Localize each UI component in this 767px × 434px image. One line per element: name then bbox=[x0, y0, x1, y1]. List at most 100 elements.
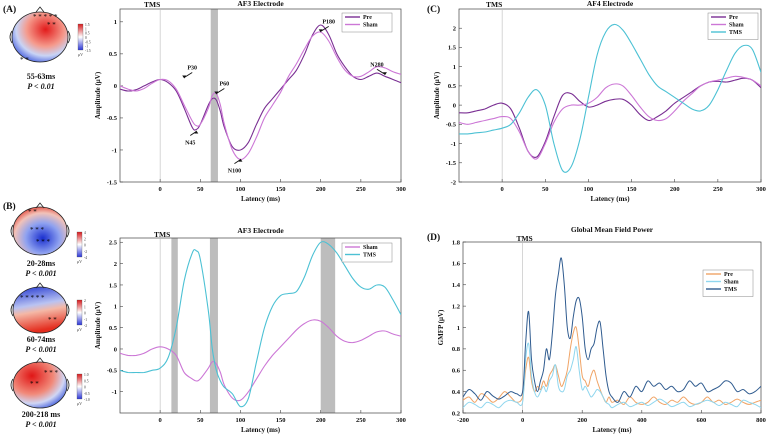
x-tick-label: 100 bbox=[236, 186, 246, 193]
x-tick-label: 50 bbox=[197, 417, 204, 424]
x-tick-label: 0 bbox=[521, 417, 524, 424]
colorbar-tick: -0.5 bbox=[85, 40, 91, 44]
y-tick-label: -0.5 bbox=[446, 122, 457, 129]
colorbar-unit: μV bbox=[77, 401, 82, 406]
colorbar-tick: 0 bbox=[84, 244, 86, 248]
y-tick-label: -1 bbox=[112, 389, 117, 396]
y-tick-label: 0.4 bbox=[452, 389, 461, 396]
series-line-pre bbox=[463, 326, 761, 405]
panel-a-label: (A) bbox=[3, 5, 17, 15]
panel-b-label: (B) bbox=[3, 202, 16, 212]
legend-label: Sham bbox=[724, 280, 739, 286]
y-tick-label: 1.4 bbox=[452, 282, 461, 289]
legend-label: Sham bbox=[363, 23, 378, 29]
y-tick-label: -1.5 bbox=[107, 179, 118, 186]
y-tick-label: -0.5 bbox=[107, 368, 118, 375]
colorbar-tick: -2 bbox=[84, 250, 87, 254]
chart-a: TMS AF3 Electrode 0 50 100 150 200 250 300 1 0.5 0 -… bbox=[94, 0, 406, 203]
legend-label: Sham bbox=[729, 23, 744, 29]
chart-d: TMS Global Mean Field Power -200 0 200 400 600… bbox=[437, 225, 766, 434]
series-line-pre bbox=[120, 24, 401, 151]
x-tick-label: 0 bbox=[159, 186, 162, 193]
svg-text:* *: * * bbox=[30, 380, 39, 388]
x-tick-label: 200 bbox=[670, 186, 680, 193]
svg-text:* *: * * bbox=[47, 21, 56, 29]
tms-marker-label: TMS bbox=[144, 0, 160, 9]
plot-frame bbox=[119, 237, 402, 414]
y-tick-label: -1 bbox=[112, 147, 117, 154]
series-line-sham bbox=[120, 31, 401, 161]
chart-title: AF3 Electrode bbox=[237, 0, 284, 8]
svg-text:* *: * * bbox=[20, 56, 29, 64]
x-tick-label: 150 bbox=[276, 186, 286, 193]
y-tick-label: 2 bbox=[114, 261, 117, 268]
legend-label: Pre bbox=[729, 15, 738, 21]
topomap-a-pvalue: P < 0.01 bbox=[27, 82, 55, 91]
y-tick-label: -0.5 bbox=[107, 115, 118, 122]
y-tick-label: 1.5 bbox=[448, 45, 457, 52]
colorbar-tick: 2 bbox=[84, 237, 86, 241]
colorbar-tick: -4 bbox=[84, 256, 87, 260]
x-tick-label: 50 bbox=[542, 186, 549, 193]
colorbar-tick: 1 bbox=[84, 305, 86, 309]
colorbar-tick: 4 bbox=[84, 231, 86, 235]
legend-box bbox=[341, 242, 393, 263]
svg-text:* * * * *: * * * * * bbox=[20, 294, 45, 302]
colorbar-tick: -1.5 bbox=[85, 49, 91, 53]
topomap-b2: * * * * * * * bbox=[10, 282, 83, 334]
x-tick-label: 50 bbox=[197, 186, 204, 193]
y-tick-label: 2 bbox=[453, 26, 456, 33]
x-tick-label: 300 bbox=[396, 186, 406, 193]
annotation-label: N45 bbox=[185, 140, 195, 146]
colorbar-tick: 1.0 bbox=[84, 373, 89, 377]
colorbar-tick: -0.5 bbox=[84, 392, 90, 396]
svg-text:* * *: * * * bbox=[44, 369, 59, 377]
y-tick-label: 0.2 bbox=[452, 410, 460, 417]
colorbar-unit: μV bbox=[77, 327, 82, 332]
y-tick-label: 0 bbox=[453, 102, 456, 109]
x-tick-label: 250 bbox=[356, 417, 366, 424]
series-line-sham bbox=[459, 75, 761, 160]
colorbar-tick: -1 bbox=[85, 45, 88, 49]
panel-d-label: (D) bbox=[427, 233, 441, 243]
topomap-b1-window: 20-28ms bbox=[26, 259, 56, 268]
topomap-b2-window: 60-74ms bbox=[26, 335, 56, 344]
topomap-b3-caption: 200-218 ms P < 0.001 bbox=[6, 410, 76, 430]
x-tick-label: 300 bbox=[396, 417, 406, 424]
annotation-label: N100 bbox=[228, 169, 241, 175]
colorbar-tick: 0.5 bbox=[85, 32, 90, 36]
annotation-label: P60 bbox=[220, 82, 230, 88]
colorbar-unit: μV bbox=[78, 52, 83, 57]
annotation-arrow bbox=[216, 88, 225, 94]
x-tick-label: 200 bbox=[316, 417, 326, 424]
chart-title: AF4 Electrode bbox=[587, 0, 634, 8]
x-tick-label: 100 bbox=[584, 186, 594, 193]
annotation-arrow bbox=[320, 25, 329, 32]
y-tick-label: 1.6 bbox=[452, 261, 461, 268]
topomap-b1-pvalue: P < 0.001 bbox=[25, 269, 57, 278]
legend-label: TMS bbox=[724, 287, 738, 293]
colorbar-tick: 0 bbox=[84, 386, 86, 390]
y-tick-label: 0 bbox=[114, 83, 117, 90]
significance-window bbox=[320, 238, 336, 413]
y-tick-label: -2 bbox=[451, 179, 456, 186]
x-axis-label: Latency (ms) bbox=[241, 195, 281, 203]
topomap-b2-caption: 60-74ms P < 0.001 bbox=[6, 335, 76, 355]
chart-c: TMS AF4 Electrode 0 50 100 150 200 250 300 2 1.5 1 0… bbox=[433, 0, 766, 203]
tms-marker-label: TMS bbox=[516, 234, 532, 243]
series-line-sham bbox=[120, 319, 401, 402]
annotation-arrowhead bbox=[214, 91, 219, 95]
svg-text:* *: * * bbox=[28, 208, 37, 216]
series-line-pre bbox=[459, 77, 761, 159]
svg-text:* * * * *: * * * * * bbox=[33, 13, 58, 21]
x-tick-label: 800 bbox=[756, 417, 766, 424]
colorbar-tick: 1.5 bbox=[85, 23, 90, 27]
topomap-b1: * * * * * * * * bbox=[10, 202, 83, 258]
x-tick-label: 300 bbox=[756, 186, 766, 193]
series-line-sham bbox=[463, 342, 761, 409]
y-axis-label: Amplitude (μV) bbox=[433, 71, 441, 119]
x-tick-label: 100 bbox=[236, 417, 246, 424]
y-tick-label: 1 bbox=[114, 19, 117, 26]
y-tick-label: 2.5 bbox=[109, 240, 118, 247]
